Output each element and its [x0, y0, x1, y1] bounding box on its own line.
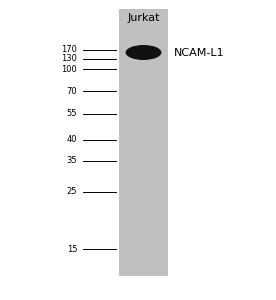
- Text: 40: 40: [67, 135, 77, 144]
- Ellipse shape: [126, 45, 161, 60]
- Text: 55: 55: [67, 110, 77, 118]
- Text: 100: 100: [62, 64, 77, 74]
- Text: 35: 35: [67, 156, 77, 165]
- Text: 170: 170: [61, 45, 77, 54]
- Text: 25: 25: [67, 188, 77, 196]
- Text: NCAM-L1: NCAM-L1: [174, 47, 224, 58]
- Text: Jurkat: Jurkat: [127, 13, 160, 23]
- Text: 15: 15: [67, 244, 77, 253]
- Text: 130: 130: [61, 54, 77, 63]
- Text: 70: 70: [67, 87, 77, 96]
- Bar: [119, 9, 168, 276]
